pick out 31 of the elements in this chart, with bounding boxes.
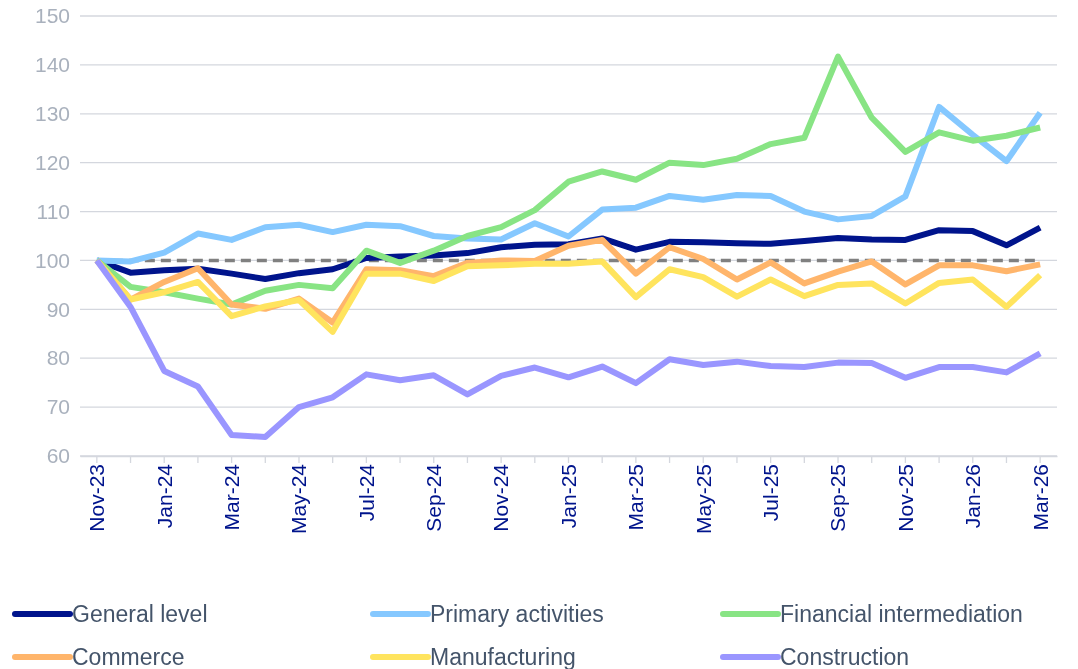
legend-label: General level (72, 601, 208, 627)
legend-label: Manufacturing (430, 644, 576, 669)
x-tick-label: May-25 (691, 464, 715, 535)
y-tick-label: 120 (34, 150, 70, 174)
y-tick-label: 60 (46, 444, 70, 468)
x-tick-label: Nov-24 (489, 463, 513, 532)
x-tick-label: Jan-26 (961, 464, 985, 529)
y-tick-label: 130 (34, 102, 70, 125)
y-tick-label: 90 (46, 297, 70, 321)
y-tick-label: 100 (34, 248, 70, 272)
legend-label: Commerce (72, 644, 185, 669)
y-tick-label: 70 (46, 395, 70, 419)
y-tick-label: 150 (34, 4, 70, 28)
x-tick-label: Mar-24 (219, 463, 243, 531)
legend-label: Construction (780, 644, 910, 669)
x-tick-label: Nov-23 (85, 464, 109, 532)
x-tick-label: May-24 (287, 463, 311, 535)
x-tick-label: Sep-24 (422, 463, 446, 532)
y-tick-label: 110 (36, 199, 70, 223)
x-tick-label: Nov-25 (893, 464, 917, 532)
y-tick-label: 80 (46, 346, 70, 370)
x-tick-label: Jul-25 (758, 464, 782, 522)
legend-label: Financial intermediation (780, 601, 1023, 627)
x-tick-label: Mar-26 (1028, 464, 1052, 531)
legend-label: Primary activities (430, 601, 604, 627)
y-tick-label: 140 (34, 53, 70, 77)
x-tick-label: Jul-24 (354, 463, 378, 522)
x-tick-label: Jan-24 (152, 463, 176, 529)
x-tick-label: Jan-25 (556, 464, 580, 529)
x-tick-label: Sep-25 (826, 464, 850, 532)
x-tick-label: Mar-25 (624, 464, 648, 531)
